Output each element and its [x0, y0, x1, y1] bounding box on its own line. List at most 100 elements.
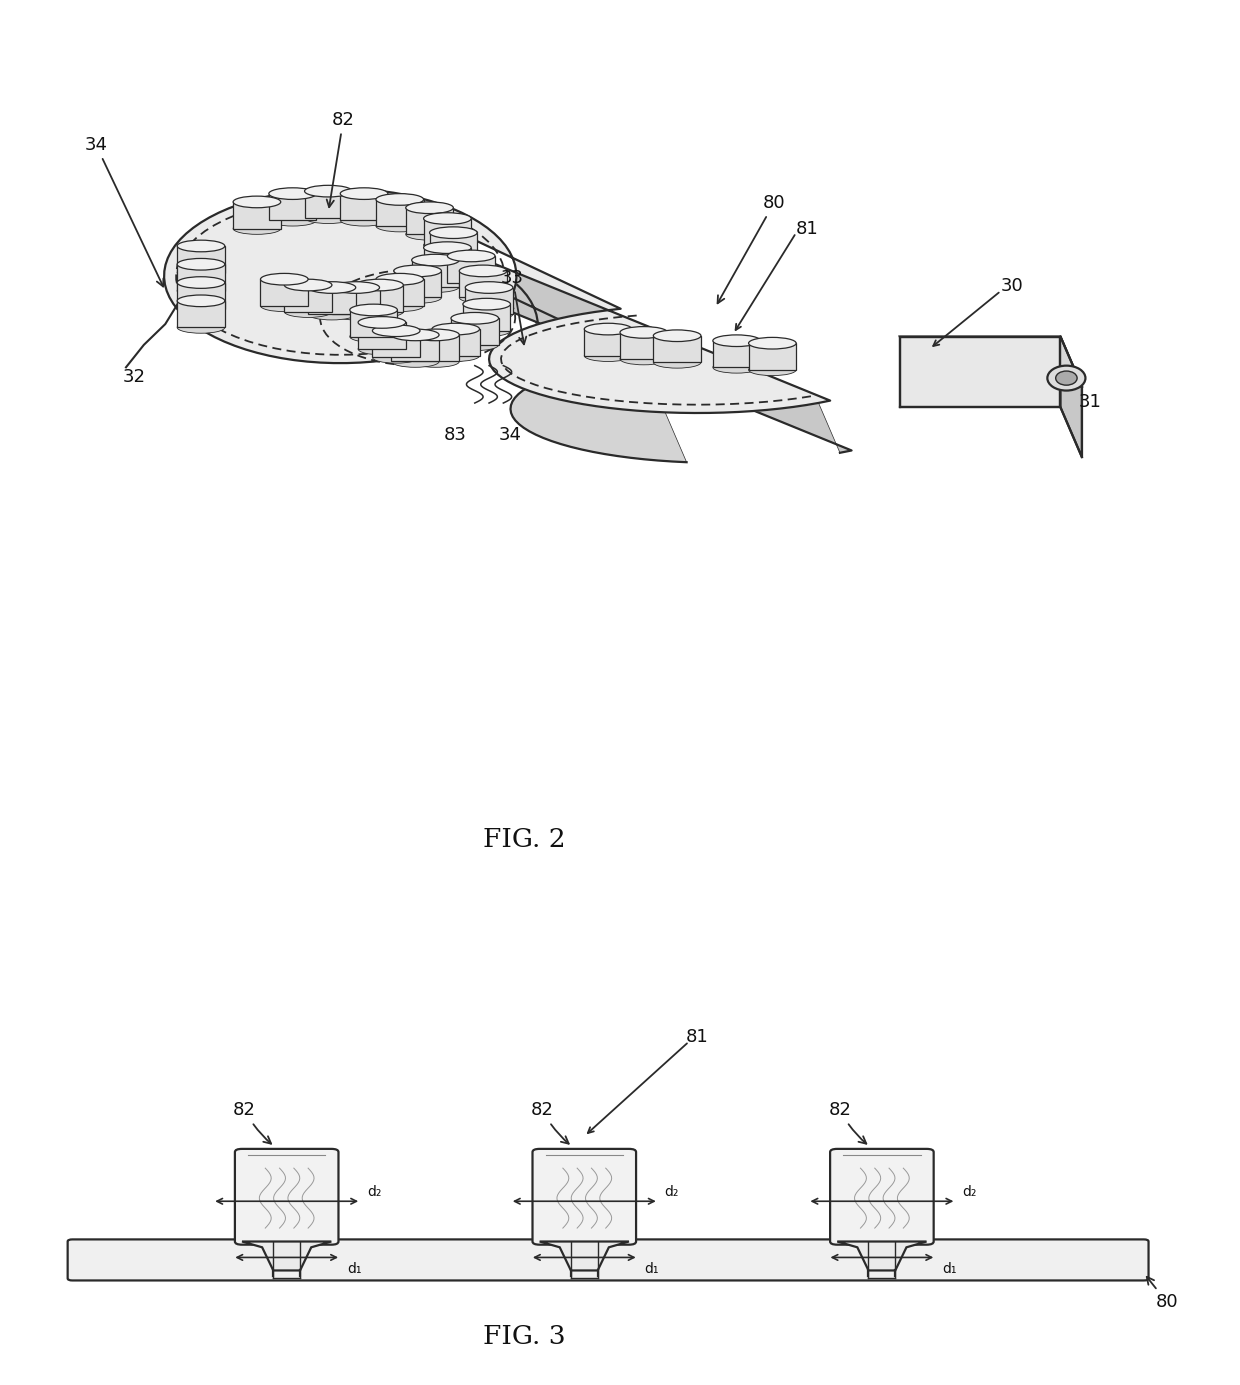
Ellipse shape	[584, 350, 632, 361]
Polygon shape	[749, 343, 796, 370]
Ellipse shape	[260, 301, 308, 312]
Polygon shape	[653, 335, 701, 363]
FancyBboxPatch shape	[234, 1150, 339, 1245]
Ellipse shape	[459, 292, 507, 303]
Ellipse shape	[429, 253, 477, 265]
Ellipse shape	[376, 194, 424, 205]
Text: d₁: d₁	[347, 1262, 361, 1276]
Text: d₁: d₁	[942, 1262, 956, 1276]
Ellipse shape	[653, 330, 701, 342]
Ellipse shape	[584, 323, 632, 335]
Ellipse shape	[332, 309, 379, 320]
Ellipse shape	[1048, 366, 1085, 391]
Ellipse shape	[451, 313, 498, 324]
Polygon shape	[424, 219, 471, 245]
Ellipse shape	[376, 273, 424, 285]
Text: 80: 80	[718, 194, 785, 303]
Polygon shape	[432, 330, 480, 356]
Ellipse shape	[459, 265, 507, 277]
Polygon shape	[392, 335, 439, 361]
Ellipse shape	[284, 306, 332, 317]
Ellipse shape	[394, 292, 441, 303]
Ellipse shape	[284, 280, 332, 291]
Polygon shape	[210, 190, 852, 453]
Polygon shape	[177, 283, 224, 309]
Ellipse shape	[1055, 371, 1078, 385]
Ellipse shape	[429, 227, 477, 238]
Ellipse shape	[432, 350, 480, 361]
Ellipse shape	[308, 309, 356, 320]
Ellipse shape	[392, 356, 439, 367]
Polygon shape	[260, 280, 308, 306]
Polygon shape	[837, 1241, 926, 1270]
Ellipse shape	[177, 267, 224, 278]
Ellipse shape	[620, 327, 667, 338]
Ellipse shape	[350, 305, 397, 316]
Ellipse shape	[356, 306, 403, 317]
Text: 31: 31	[1079, 393, 1101, 411]
FancyBboxPatch shape	[830, 1150, 934, 1245]
Ellipse shape	[392, 330, 439, 341]
Ellipse shape	[424, 240, 471, 251]
Polygon shape	[405, 208, 454, 234]
Ellipse shape	[749, 338, 796, 349]
Ellipse shape	[424, 242, 471, 253]
Ellipse shape	[713, 335, 760, 346]
Ellipse shape	[376, 301, 424, 312]
Ellipse shape	[463, 325, 511, 337]
Text: 82: 82	[531, 1101, 569, 1144]
Ellipse shape	[412, 255, 459, 266]
Polygon shape	[713, 341, 760, 367]
Polygon shape	[620, 332, 667, 359]
Polygon shape	[177, 247, 224, 273]
Polygon shape	[308, 288, 356, 314]
Ellipse shape	[405, 202, 454, 213]
Polygon shape	[372, 331, 420, 357]
Ellipse shape	[424, 269, 471, 280]
Ellipse shape	[432, 323, 480, 335]
Ellipse shape	[405, 229, 454, 240]
Ellipse shape	[356, 280, 403, 291]
Ellipse shape	[358, 317, 405, 328]
Ellipse shape	[394, 265, 441, 277]
Text: 82: 82	[233, 1101, 272, 1144]
Ellipse shape	[412, 356, 459, 367]
Polygon shape	[412, 260, 459, 287]
Ellipse shape	[305, 212, 352, 223]
Polygon shape	[177, 301, 224, 327]
Ellipse shape	[620, 353, 667, 364]
Text: d₂: d₂	[665, 1184, 680, 1198]
Text: FIG. 2: FIG. 2	[484, 827, 567, 852]
Ellipse shape	[177, 285, 224, 296]
Polygon shape	[424, 248, 471, 274]
Ellipse shape	[177, 295, 224, 306]
Ellipse shape	[448, 277, 495, 288]
Ellipse shape	[653, 356, 701, 368]
Ellipse shape	[372, 352, 420, 363]
Ellipse shape	[177, 303, 224, 314]
Text: 30: 30	[1001, 277, 1024, 295]
Polygon shape	[284, 285, 332, 312]
Ellipse shape	[448, 251, 495, 262]
Ellipse shape	[465, 309, 513, 320]
Text: d₂: d₂	[962, 1184, 977, 1198]
Polygon shape	[451, 319, 498, 345]
Polygon shape	[177, 265, 224, 291]
Ellipse shape	[340, 215, 388, 226]
Polygon shape	[368, 190, 687, 463]
Ellipse shape	[260, 273, 308, 285]
Polygon shape	[356, 285, 403, 312]
Text: 82: 82	[828, 1101, 867, 1144]
Text: 32: 32	[123, 368, 145, 386]
Polygon shape	[394, 271, 441, 298]
Polygon shape	[1060, 337, 1081, 457]
Ellipse shape	[372, 325, 420, 337]
Ellipse shape	[177, 277, 224, 288]
Polygon shape	[332, 288, 379, 314]
Ellipse shape	[332, 281, 379, 294]
Polygon shape	[233, 202, 280, 229]
Polygon shape	[305, 191, 352, 217]
Text: 83: 83	[444, 427, 466, 445]
Text: 81: 81	[796, 220, 818, 238]
Polygon shape	[448, 256, 495, 283]
